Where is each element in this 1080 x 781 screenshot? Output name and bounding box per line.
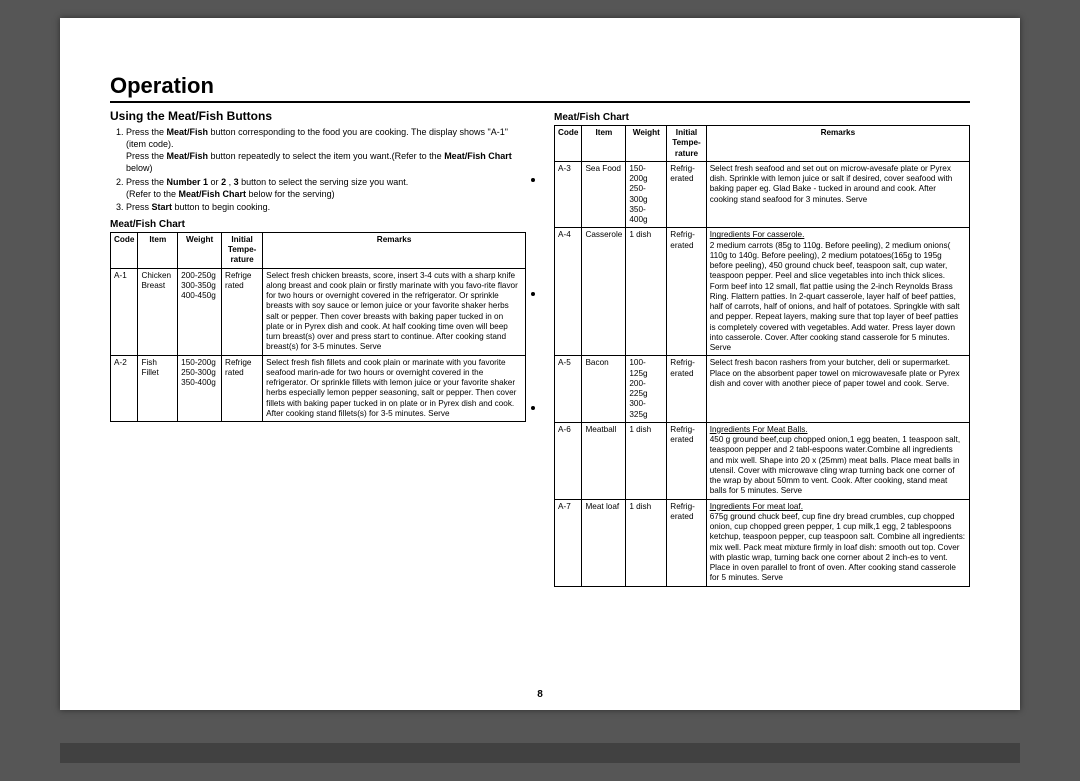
cell-code: A-7 bbox=[555, 499, 582, 586]
col-remarks: Remarks bbox=[263, 232, 526, 268]
meat-fish-chart-right: Code Item Weight Initial Tempe-rature Re… bbox=[554, 125, 970, 587]
cell-item: Fish Fillet bbox=[138, 355, 178, 422]
col-remarks: Remarks bbox=[706, 126, 969, 162]
table-row: A-5Bacon100-125g 200-225g 300-325gRefrig… bbox=[555, 356, 970, 423]
binding-dots bbox=[531, 178, 537, 410]
cell-remarks: Ingredients For Meat Balls.450 g ground … bbox=[706, 422, 969, 499]
instruction-list: Press the Meat/Fish button corresponding… bbox=[110, 126, 526, 213]
cell-temp: Refrige rated bbox=[222, 268, 263, 355]
col-item: Item bbox=[582, 126, 626, 162]
table-row: A-3Sea Food150-200g 250-300g 350-400gRef… bbox=[555, 161, 970, 228]
cell-code: A-5 bbox=[555, 356, 582, 423]
page-title: Operation bbox=[110, 73, 970, 103]
meat-fish-chart-left: Code Item Weight Initial Tempe-rature Re… bbox=[110, 232, 526, 422]
cell-temp: Refrige rated bbox=[222, 355, 263, 422]
cell-item: Meatball bbox=[582, 422, 626, 499]
cell-remarks: Select fresh fish fillets and cook plain… bbox=[263, 355, 526, 422]
cell-remarks: Select fresh seafood and set out on micr… bbox=[706, 161, 969, 228]
chart-label: Meat/Fish Chart bbox=[554, 112, 970, 123]
page-number: 8 bbox=[60, 689, 1020, 700]
table-row: A-1Chicken Breast200-250g 300-350g 400-4… bbox=[111, 268, 526, 355]
cell-item: Chicken Breast bbox=[138, 268, 178, 355]
col-temp: Initial Tempe-rature bbox=[222, 232, 263, 268]
cell-code: A-1 bbox=[111, 268, 138, 355]
cell-temp: Refrig-erated bbox=[667, 228, 706, 356]
table-row: A-2Fish Fillet150-200g 250-300g 350-400g… bbox=[111, 355, 526, 422]
cell-remarks: Select fresh chicken breasts, score, ins… bbox=[263, 268, 526, 355]
instruction-step: Press Start button to begin cooking. bbox=[126, 201, 526, 213]
cell-temp: Refrig-erated bbox=[667, 422, 706, 499]
col-item: Item bbox=[138, 232, 178, 268]
cell-weight: 150-200g 250-300g 350-400g bbox=[178, 355, 222, 422]
cell-code: A-6 bbox=[555, 422, 582, 499]
chart-label: Meat/Fish Chart bbox=[110, 219, 526, 230]
two-column-layout: Using the Meat/Fish Buttons Press the Me… bbox=[110, 109, 970, 587]
col-weight: Weight bbox=[626, 126, 667, 162]
cell-weight: 1 dish bbox=[626, 422, 667, 499]
cell-code: A-2 bbox=[111, 355, 138, 422]
col-weight: Weight bbox=[178, 232, 222, 268]
cell-item: Casserole bbox=[582, 228, 626, 356]
viewer-footer-bar bbox=[60, 743, 1020, 763]
manual-page: Operation Using the Meat/Fish Buttons Pr… bbox=[60, 18, 1020, 710]
left-column: Using the Meat/Fish Buttons Press the Me… bbox=[110, 109, 526, 587]
cell-temp: Refrig-erated bbox=[667, 356, 706, 423]
cell-code: A-3 bbox=[555, 161, 582, 228]
cell-code: A-4 bbox=[555, 228, 582, 356]
cell-temp: Refrig-erated bbox=[667, 161, 706, 228]
table-row: A-4Casserole1 dishRefrig-eratedIngredien… bbox=[555, 228, 970, 356]
cell-weight: 150-200g 250-300g 350-400g bbox=[626, 161, 667, 228]
table-row: A-7Meat loaf1 dishRefrig-eratedIngredien… bbox=[555, 499, 970, 586]
right-column: Meat/Fish Chart Code Item Weight Initial… bbox=[554, 109, 970, 587]
instruction-step: Press the Meat/Fish button corresponding… bbox=[126, 126, 526, 175]
cell-item: Meat loaf bbox=[582, 499, 626, 586]
instruction-step: Press the Number 1 or 2 , 3 button to se… bbox=[126, 176, 526, 200]
cell-temp: Refrig-erated bbox=[667, 499, 706, 586]
cell-remarks: Ingredients For meat loaf.675g ground ch… bbox=[706, 499, 969, 586]
cell-weight: 200-250g 300-350g 400-450g bbox=[178, 268, 222, 355]
cell-weight: 1 dish bbox=[626, 228, 667, 356]
cell-item: Sea Food bbox=[582, 161, 626, 228]
table-row: A-6Meatball1 dishRefrig-eratedIngredient… bbox=[555, 422, 970, 499]
cell-remarks: Select fresh bacon rashers from your but… bbox=[706, 356, 969, 423]
cell-weight: 100-125g 200-225g 300-325g bbox=[626, 356, 667, 423]
col-code: Code bbox=[555, 126, 582, 162]
cell-weight: 1 dish bbox=[626, 499, 667, 586]
col-temp: Initial Tempe-rature bbox=[667, 126, 706, 162]
col-code: Code bbox=[111, 232, 138, 268]
section-heading: Using the Meat/Fish Buttons bbox=[110, 109, 526, 123]
cell-item: Bacon bbox=[582, 356, 626, 423]
cell-remarks: Ingredients For casserole.2 medium carro… bbox=[706, 228, 969, 356]
